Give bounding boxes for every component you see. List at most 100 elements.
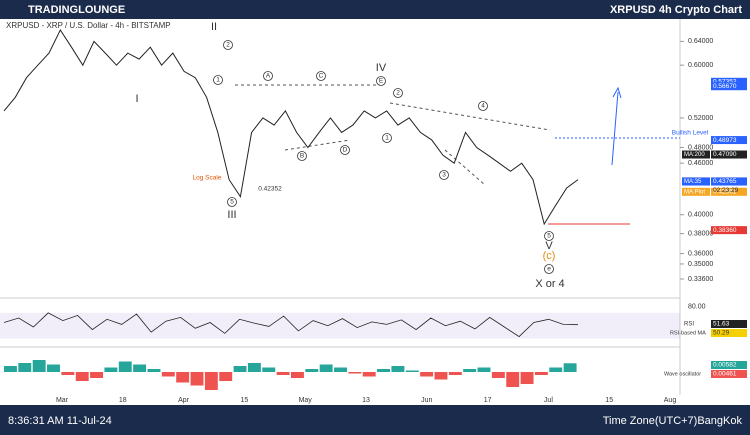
price-label-name: MA:Plot bbox=[684, 189, 705, 195]
wave-label: 4 bbox=[481, 103, 485, 110]
price-label-box bbox=[711, 77, 747, 86]
x-tick-label: May bbox=[299, 397, 313, 404]
wave-label: e bbox=[547, 266, 551, 273]
osc-bar bbox=[463, 369, 477, 372]
wave-label: D bbox=[343, 147, 348, 154]
x-tick-label: 13 bbox=[362, 397, 370, 404]
trend-line bbox=[389, 102, 551, 131]
x-tick-label: Aug bbox=[664, 397, 677, 404]
symbol: XRPUSD - XRP / U.S. Dollar - 4h - BITSTA… bbox=[6, 21, 171, 30]
wave-circle bbox=[263, 71, 273, 81]
timezone: Time Zone(UTC+7)BangKok bbox=[603, 415, 743, 427]
osc-bar bbox=[161, 372, 175, 377]
wave-label: IV bbox=[376, 62, 387, 74]
price-label: 0.56670 bbox=[713, 83, 737, 90]
y-tick-label: 0.48000 bbox=[688, 144, 713, 151]
price-label: 0.48973 bbox=[713, 137, 737, 144]
rsi-ma-label: RSI-based MA bbox=[670, 330, 706, 336]
osc-bar bbox=[319, 364, 333, 372]
wave-circle bbox=[297, 151, 307, 161]
wave-circle bbox=[227, 197, 237, 207]
rsi-line bbox=[3, 312, 579, 338]
price-label-name-box bbox=[682, 177, 710, 186]
y-tick-label: 0.40000 bbox=[688, 212, 713, 219]
header-bar bbox=[0, 0, 750, 19]
rsi-band bbox=[0, 312, 680, 339]
x-tick-label: Apr bbox=[178, 397, 190, 404]
osc-box2 bbox=[711, 370, 747, 378]
osc-bar bbox=[133, 364, 147, 372]
price-label-box bbox=[711, 226, 747, 235]
osc-box bbox=[711, 361, 747, 369]
osc-bar bbox=[549, 367, 563, 372]
price-label: 0.47090 bbox=[713, 151, 737, 158]
wave-label: 5 bbox=[547, 233, 551, 240]
rsi-value: 51.63 bbox=[713, 321, 730, 328]
osc-bar bbox=[247, 363, 261, 372]
price-label-box bbox=[711, 177, 747, 186]
wave-label: 5 bbox=[230, 199, 234, 206]
osc-bar bbox=[118, 361, 132, 372]
wave-label: (c) bbox=[543, 250, 556, 262]
osc-bar bbox=[262, 367, 276, 372]
osc-bar bbox=[190, 372, 204, 386]
rsi-tick-label: 80.00 bbox=[688, 303, 706, 310]
x-tick-label: Jul bbox=[544, 397, 553, 404]
osc-bar bbox=[377, 369, 391, 372]
price-label: 0.57352 bbox=[713, 79, 737, 86]
wave-circle bbox=[544, 231, 554, 241]
osc-bar bbox=[305, 369, 319, 372]
osc-bar bbox=[420, 372, 434, 377]
y-tick-label: 0.52000 bbox=[688, 115, 713, 122]
rsi-label: RSI bbox=[684, 322, 694, 328]
osc-bar bbox=[276, 372, 290, 375]
trend-line bbox=[284, 139, 351, 151]
wave-circle bbox=[439, 170, 449, 180]
y-tick-label: 0.33600 bbox=[688, 276, 713, 283]
osc-bar bbox=[362, 372, 376, 377]
rsi-ma-box bbox=[711, 329, 747, 337]
trend-line bbox=[444, 149, 486, 186]
osc-bar bbox=[18, 363, 32, 372]
osc-bar bbox=[219, 372, 233, 381]
osc-bar bbox=[204, 372, 218, 390]
countdown: 02:23:29 bbox=[713, 187, 739, 194]
wave-label: I bbox=[135, 93, 138, 105]
osc-bar bbox=[32, 360, 46, 372]
wave-circle bbox=[478, 101, 488, 111]
y-tick-label: 0.36000 bbox=[688, 250, 713, 257]
timestamp: 8:36:31 AM 11-Jul-24 bbox=[8, 415, 112, 427]
osc-bar bbox=[477, 367, 491, 372]
price-label-name: MA:200 bbox=[684, 152, 705, 158]
osc-bar bbox=[233, 366, 247, 372]
wave-label: II bbox=[211, 21, 217, 33]
osc-bar bbox=[405, 370, 419, 372]
x-tick-label: Mar bbox=[56, 397, 69, 404]
wave-label: 3 bbox=[442, 172, 446, 179]
price-label-name-box bbox=[682, 187, 710, 196]
projection-arrow bbox=[611, 91, 619, 166]
footer-bar bbox=[0, 405, 750, 435]
osc-bar bbox=[506, 372, 520, 387]
wave-circle bbox=[213, 75, 223, 85]
wave-label: III bbox=[227, 209, 236, 221]
price-label: 0.38360 bbox=[713, 227, 737, 234]
wave-circle bbox=[376, 76, 386, 86]
osc-bar bbox=[520, 372, 534, 384]
x-tick-label: 17 bbox=[484, 397, 492, 404]
price-label-box bbox=[711, 82, 747, 91]
osc-bar bbox=[534, 372, 548, 375]
osc-bar bbox=[448, 372, 462, 375]
wave-label: V bbox=[545, 240, 553, 252]
wave-label: Bullish Level bbox=[672, 130, 709, 137]
y-tick-label: 0.64000 bbox=[688, 38, 713, 45]
wave-label: X or 4 bbox=[535, 278, 564, 290]
wave-circle bbox=[544, 264, 554, 274]
osc-bar bbox=[563, 363, 577, 372]
y-tick-label: 0.46000 bbox=[688, 160, 713, 167]
osc-bar bbox=[291, 372, 304, 378]
y-tick-label: 0.38000 bbox=[688, 230, 713, 237]
wave-circle bbox=[393, 88, 403, 98]
arrow-head bbox=[612, 86, 622, 99]
